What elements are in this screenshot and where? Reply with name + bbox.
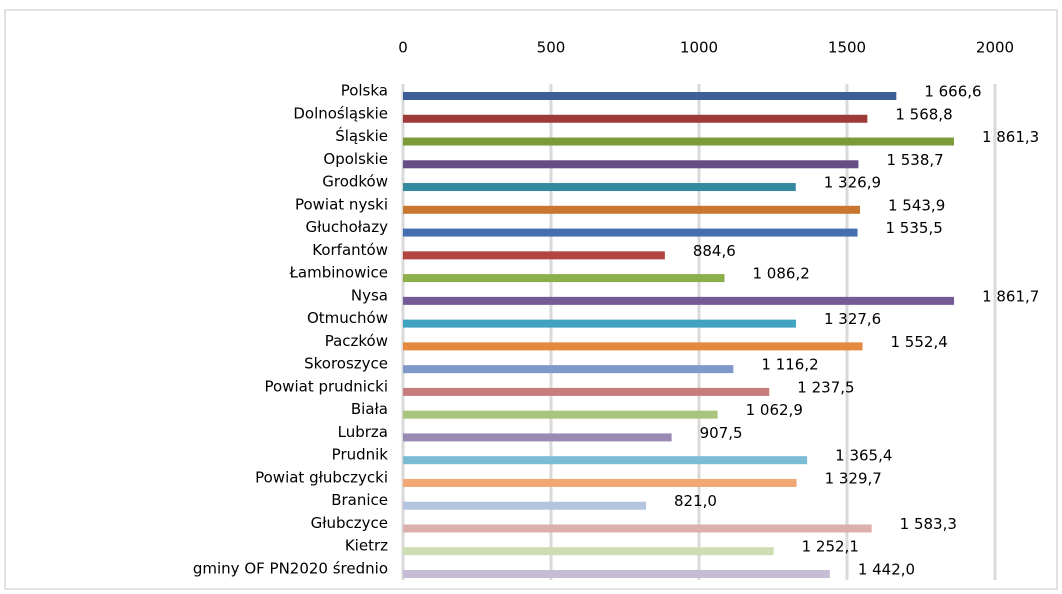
value-label: 1 861,3 — [982, 128, 1039, 146]
category-label: Korfantów — [312, 241, 388, 259]
bar — [403, 114, 868, 123]
value-label: 1 861,7 — [982, 287, 1039, 305]
category-label: Kietrz — [345, 537, 388, 555]
bar — [403, 570, 830, 578]
category-label: Branice — [331, 491, 388, 509]
value-label: 1 442,0 — [858, 561, 915, 579]
category-label: Powiat prudnicki — [265, 377, 388, 395]
bar — [403, 524, 872, 533]
value-label: 821,0 — [674, 492, 717, 510]
value-label: 884,6 — [693, 242, 736, 260]
bar — [403, 205, 860, 214]
bar — [403, 365, 734, 374]
category-label: Głuchołazy — [305, 218, 388, 236]
category-label: Skoroszyce — [304, 355, 388, 373]
bar — [403, 251, 665, 260]
bar — [403, 274, 725, 283]
bar — [403, 478, 797, 487]
value-label: 1 568,8 — [895, 105, 952, 123]
value-label: 1 326,9 — [824, 174, 881, 192]
bar — [403, 342, 863, 351]
category-label: Łambinowice — [288, 264, 388, 282]
category-label: Grodków — [322, 173, 388, 191]
category-label: Polska — [341, 82, 388, 100]
category-label: Śląskie — [335, 126, 388, 145]
value-label: 1 237,5 — [797, 378, 854, 396]
bar — [403, 456, 808, 465]
value-label: 1 116,2 — [761, 356, 818, 374]
x-tick-label: 2000 — [976, 39, 1014, 57]
bar — [403, 160, 859, 169]
value-label: 1 062,9 — [746, 401, 803, 419]
bar — [403, 183, 796, 192]
x-tick-label: 1500 — [828, 39, 866, 57]
category-label: Paczków — [325, 332, 388, 350]
value-label: 1 535,5 — [886, 219, 943, 237]
category-label: Opolskie — [323, 150, 388, 168]
category-label: Nysa — [351, 286, 388, 304]
value-label: 1 329,7 — [825, 469, 882, 487]
category-label: Powiat głubczycki — [255, 468, 388, 486]
value-label: 1 583,3 — [900, 515, 957, 533]
category-label: gminy OF PN2020 średnio — [193, 560, 388, 578]
bar — [403, 387, 770, 396]
category-label: Powiat nyski — [295, 195, 388, 213]
value-label: 1 552,4 — [891, 333, 948, 351]
value-label: 1 538,7 — [886, 151, 943, 169]
value-label: 1 365,4 — [835, 447, 892, 465]
value-label: 1 543,9 — [888, 196, 945, 214]
x-tick-label: 500 — [537, 39, 566, 57]
value-label: 1 327,6 — [824, 310, 881, 328]
value-label: 907,5 — [700, 424, 743, 442]
value-label: 1 666,6 — [924, 83, 981, 101]
value-label: 1 086,2 — [753, 265, 810, 283]
x-tick-label: 1000 — [680, 39, 718, 57]
bar — [403, 92, 897, 100]
x-tick-label: 0 — [398, 39, 408, 57]
bar — [403, 547, 774, 556]
bar — [403, 319, 796, 328]
bar — [403, 501, 647, 510]
category-label: Głubczyce — [311, 514, 388, 532]
bar — [403, 410, 718, 419]
bar — [403, 296, 955, 305]
category-label: Otmuchów — [307, 309, 388, 327]
bar — [403, 433, 672, 442]
bar — [403, 228, 858, 237]
value-label: 1 252,1 — [802, 538, 859, 556]
category-label: Lubrza — [338, 423, 388, 441]
category-label: Prudnik — [332, 446, 389, 464]
category-label: Dolnośląskie — [293, 104, 388, 122]
bar — [403, 137, 954, 146]
category-label: Biała — [351, 400, 388, 418]
